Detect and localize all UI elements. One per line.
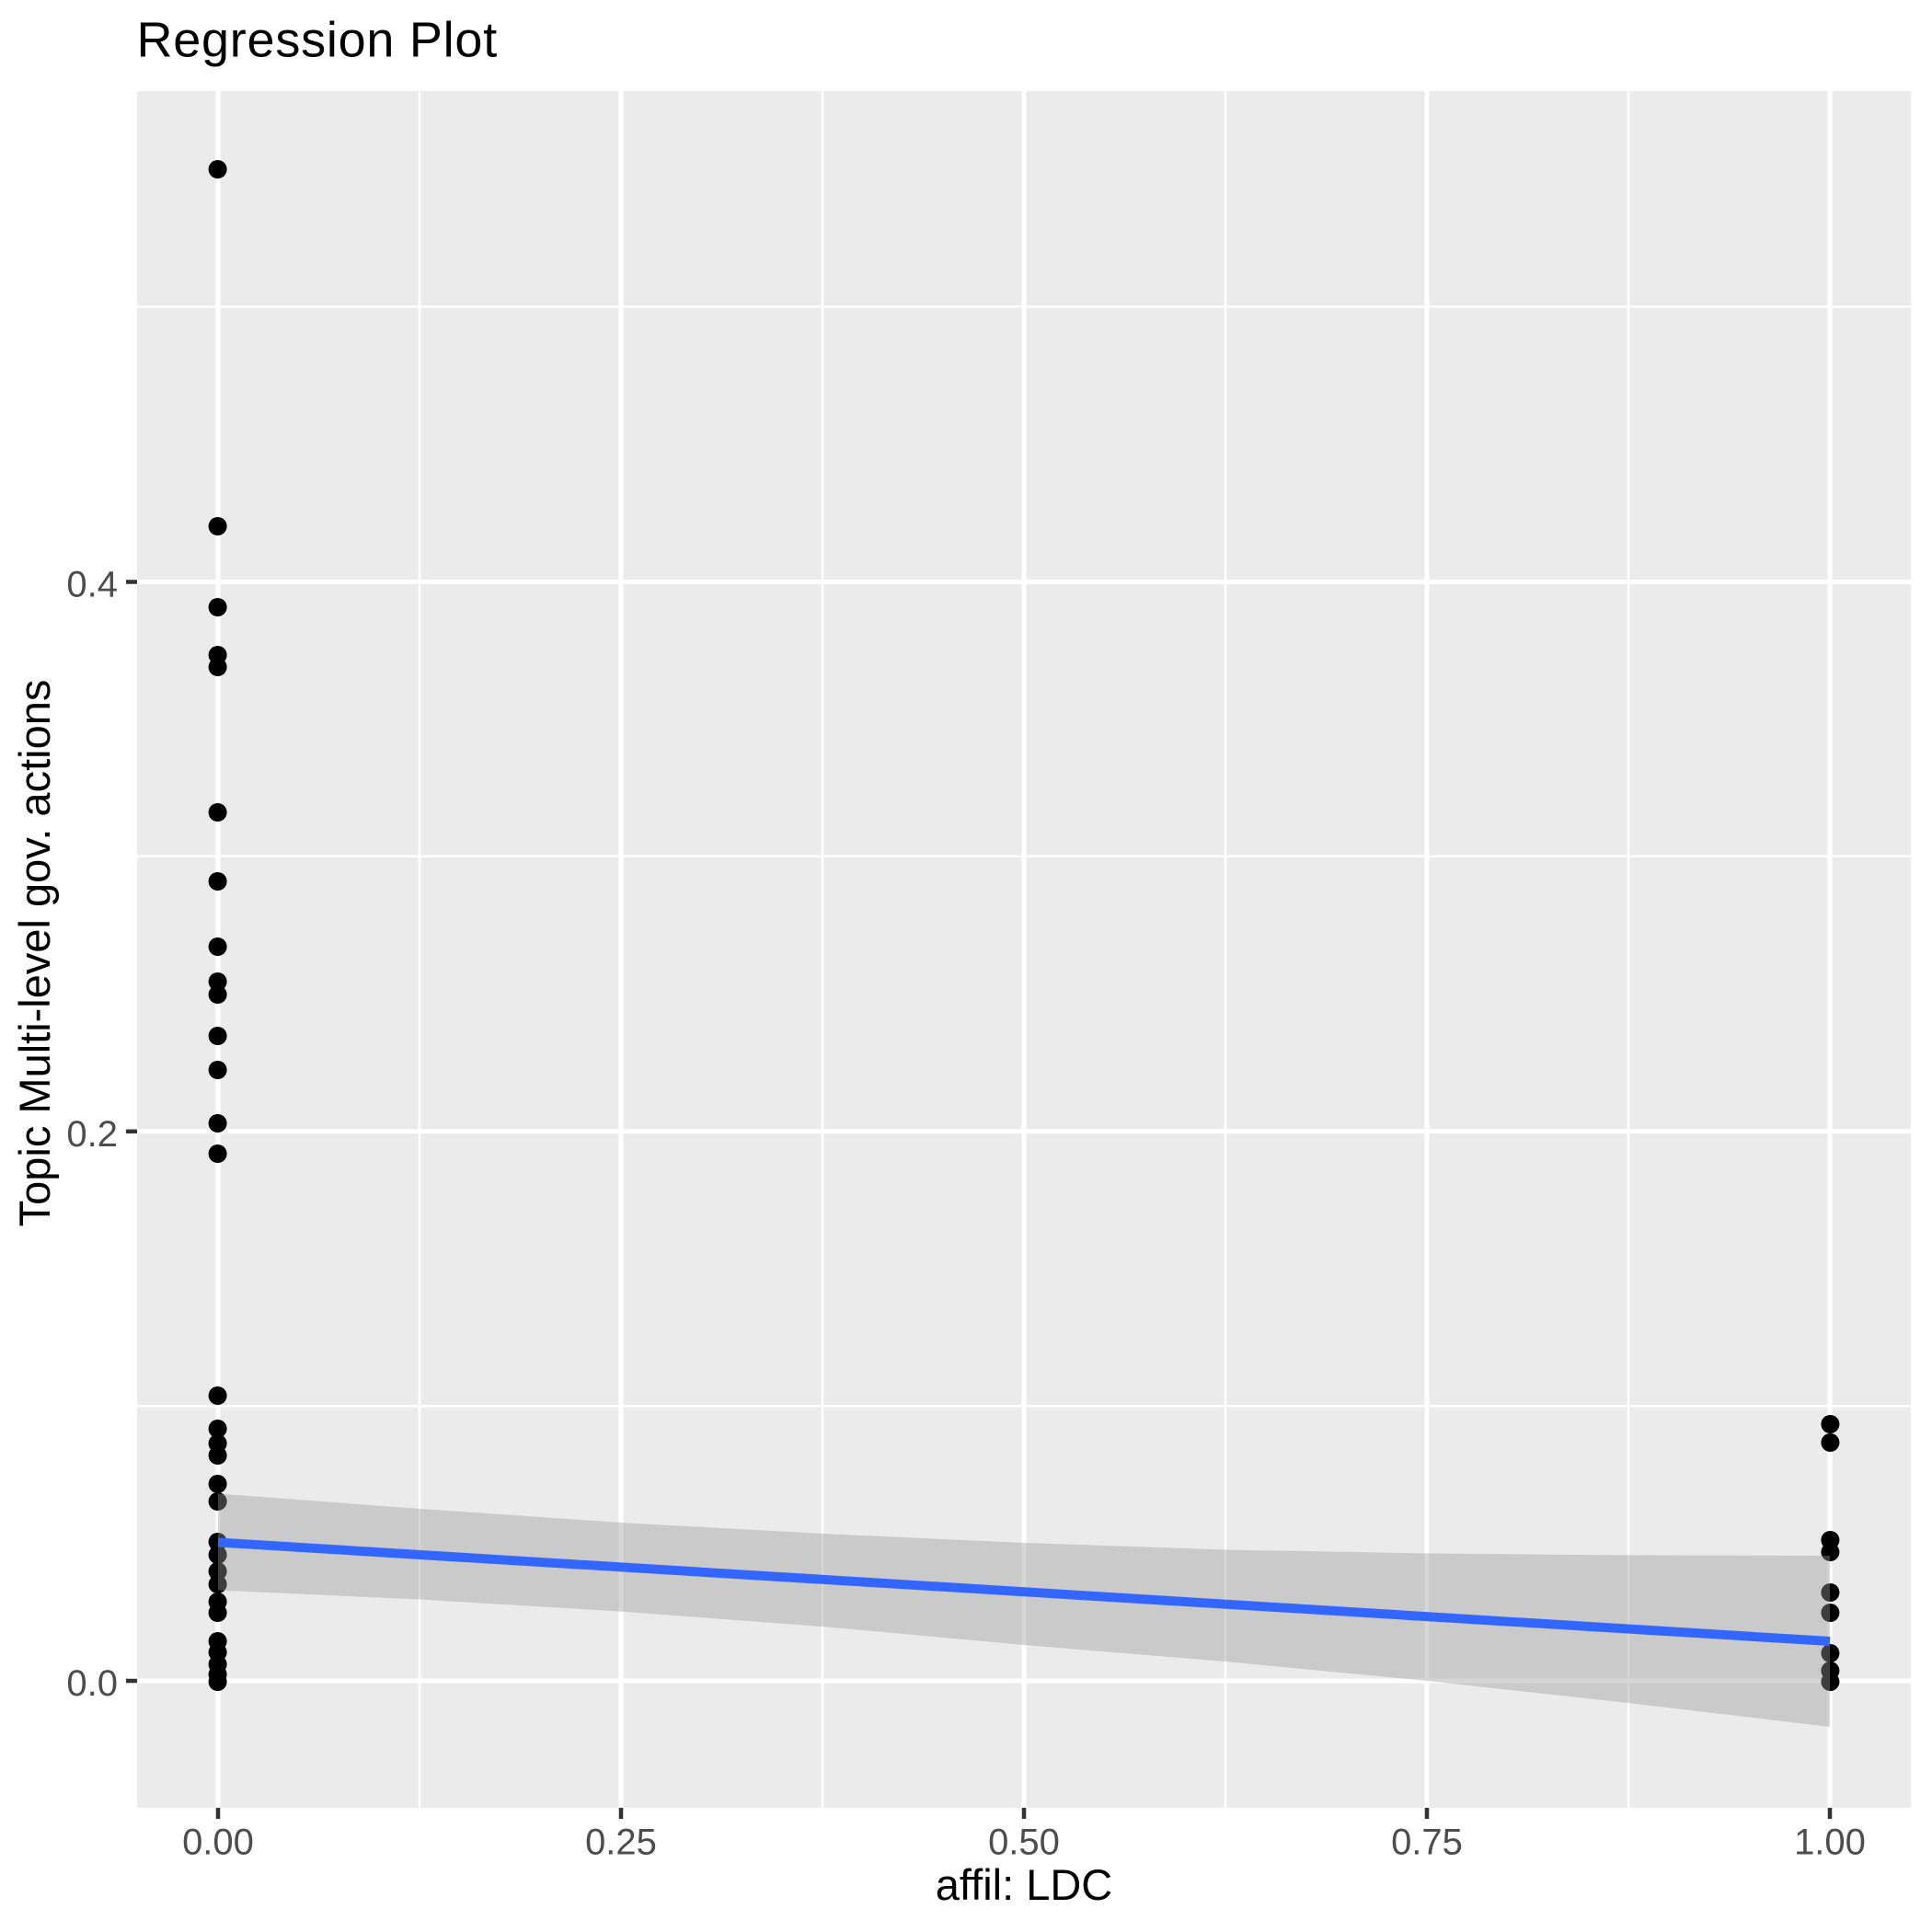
svg-text:0.0: 0.0 bbox=[66, 1663, 118, 1704]
svg-text:0.25: 0.25 bbox=[585, 1823, 657, 1863]
svg-text:Topic Multi-level gov. actions: Topic Multi-level gov. actions bbox=[10, 680, 59, 1227]
svg-text:0.4: 0.4 bbox=[66, 565, 118, 605]
svg-text:0.75: 0.75 bbox=[1391, 1823, 1463, 1863]
svg-text:1.00: 1.00 bbox=[1794, 1823, 1866, 1863]
svg-text:Regression Plot: Regression Plot bbox=[137, 13, 498, 68]
svg-text:0.50: 0.50 bbox=[988, 1823, 1060, 1863]
svg-text:0.2: 0.2 bbox=[66, 1114, 118, 1155]
svg-text:0.00: 0.00 bbox=[182, 1823, 254, 1863]
svg-text:affil: LDC: affil: LDC bbox=[936, 1860, 1112, 1909]
